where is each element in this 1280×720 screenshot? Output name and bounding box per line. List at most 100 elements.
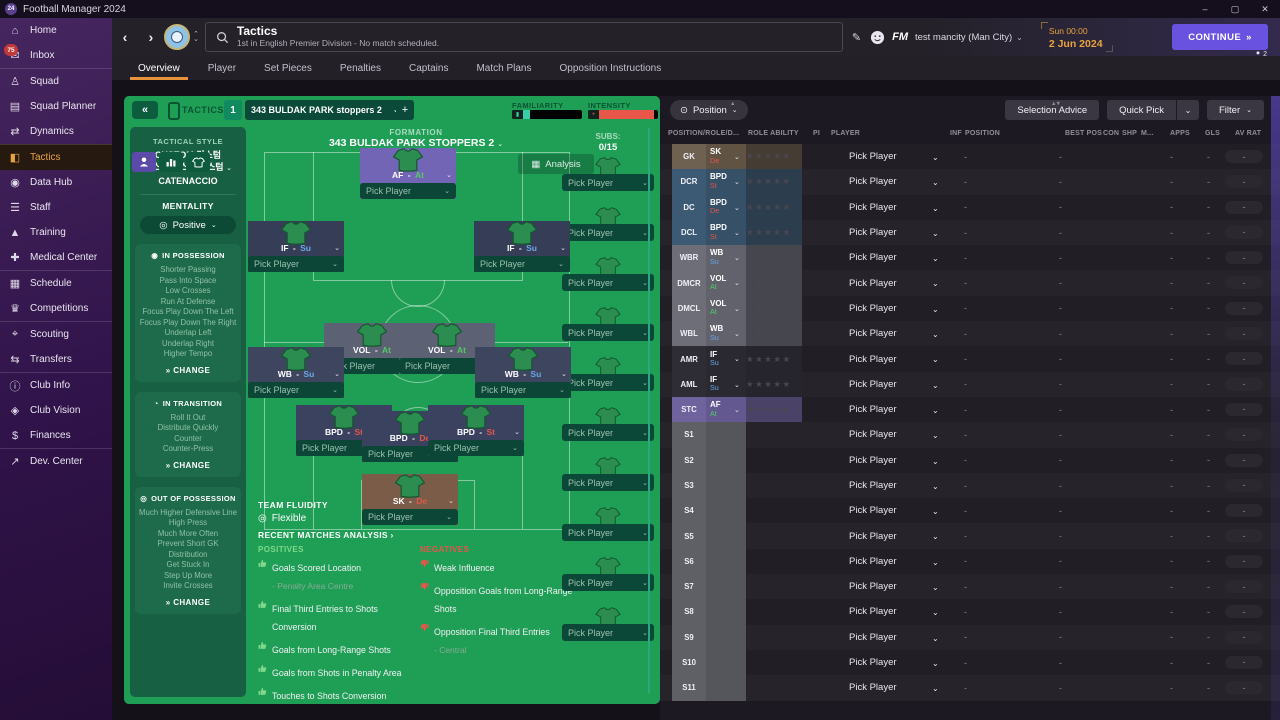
- position-cell[interactable]: DC: [672, 194, 706, 220]
- tactic-name-dropdown[interactable]: 343 BULDAK PARK stoppers 2 ⌄: [245, 100, 405, 120]
- position-cell[interactable]: WBL: [672, 321, 706, 347]
- table-row[interactable]: DCR BPD St ⌄ ★★★★★ Pick Player ⌄ - - - -…: [660, 169, 1280, 195]
- pick-player-dropdown[interactable]: Pick Player ⌄: [428, 440, 524, 456]
- table-row[interactable]: S1 ⌄ ★★★★★ Pick Player ⌄ - - - - -: [660, 422, 1280, 448]
- minimize-button[interactable]: –: [1202, 4, 1208, 14]
- position-cell[interactable]: DCR: [672, 169, 706, 195]
- sidebar-item[interactable]: ♛ Competitions: [0, 296, 112, 321]
- role-cell[interactable]: [706, 447, 746, 473]
- pick-player-dropdown[interactable]: Pick Player ⌄: [562, 324, 654, 341]
- tab[interactable]: Penalties: [326, 56, 395, 80]
- pick-player-dropdown[interactable]: Pick Player: [849, 429, 897, 441]
- table-row[interactable]: S2 ⌄ ★★★★★ Pick Player ⌄ - - - - -: [660, 447, 1280, 473]
- table-row[interactable]: S6 ⌄ ★★★★★ Pick Player ⌄ - - - - -: [660, 548, 1280, 575]
- sidebar-item[interactable]: ◈ Club Vision: [0, 398, 112, 423]
- position-cell[interactable]: DMCR: [672, 270, 706, 296]
- pick-player-dropdown[interactable]: Pick Player: [849, 227, 897, 239]
- column-header[interactable]: BEST POS: [1065, 130, 1102, 137]
- table-row[interactable]: GK SK De ⌄ ★★★★★ Pick Player ⌄ - - - - -: [660, 144, 1280, 170]
- position-cell[interactable]: S4: [672, 498, 706, 524]
- role-dropdown[interactable]: IF Su ⌄: [474, 241, 570, 255]
- table-row[interactable]: DMCL VOL At ⌄ ★★★★★ Pick Player ⌄ - - - …: [660, 295, 1280, 322]
- manager-face-icon[interactable]: [870, 30, 885, 45]
- sidebar-item[interactable]: ⌖ Scouting: [0, 321, 112, 347]
- table-row[interactable]: S8 ⌄ ★★★★★ Pick Player ⌄ - - - - -: [660, 599, 1280, 625]
- stats-view-toggle[interactable]: [159, 152, 183, 172]
- sidebar-item[interactable]: ✉ Inbox 75: [0, 43, 112, 68]
- table-row[interactable]: AML IF Su ⌄ ★★★★★ Pick Player ⌄ - - - - …: [660, 371, 1280, 397]
- role-cell[interactable]: BPD St: [706, 169, 746, 195]
- section-selector[interactable]: Tactics 1st in English Premier Division …: [204, 22, 843, 52]
- pick-player-dropdown[interactable]: Pick Player: [849, 682, 897, 694]
- change-in-possession-button[interactable]: » CHANGE: [166, 366, 211, 375]
- position-cell[interactable]: S6: [672, 548, 706, 575]
- pick-player-dropdown[interactable]: Pick Player: [849, 505, 897, 517]
- pick-player-dropdown[interactable]: Pick Player: [849, 378, 897, 390]
- table-row[interactable]: S11 ⌄ ★★★★★ Pick Player ⌄ - - - - -: [660, 675, 1280, 701]
- pick-player-dropdown[interactable]: Pick Player: [849, 530, 897, 542]
- position-cell[interactable]: STC: [672, 396, 706, 423]
- pick-player-dropdown[interactable]: Pick Player ⌄: [248, 382, 344, 398]
- role-cell[interactable]: AF At: [706, 396, 746, 423]
- role-cell[interactable]: IF Su: [706, 346, 746, 372]
- mentality-dropdown[interactable]: ◎ Positive ⌄: [140, 216, 236, 234]
- column-header[interactable]: CON: [1103, 130, 1120, 137]
- manager-name[interactable]: test mancity (Man City): [914, 31, 1013, 43]
- pick-player-dropdown[interactable]: Pick Player: [849, 252, 897, 264]
- role-cell[interactable]: [706, 649, 746, 676]
- pick-player-dropdown[interactable]: Pick Player: [849, 555, 897, 567]
- role-cell[interactable]: [706, 523, 746, 549]
- column-header[interactable]: POSITION/ROLE/D...: [668, 130, 740, 137]
- role-dropdown[interactable]: IF Su ⌄: [248, 241, 344, 255]
- column-header[interactable]: ROLE ABILITY: [748, 130, 799, 137]
- sidebar-item[interactable]: ⌂ Home: [0, 18, 112, 43]
- table-row[interactable]: AMR IF Su ⌄ ★★★★★ Pick Player ⌄ - - - - …: [660, 346, 1280, 372]
- pick-player-dropdown[interactable]: Pick Player ⌄: [248, 256, 344, 272]
- maximize-button[interactable]: ▢: [1230, 3, 1240, 14]
- column-header[interactable]: PLAYER: [831, 130, 860, 137]
- position-cell[interactable]: S9: [672, 624, 706, 650]
- sidebar-item[interactable]: ◧ Tactics: [0, 144, 112, 170]
- role-cell[interactable]: WB Su: [706, 245, 746, 271]
- sidebar-item[interactable]: ⇆ Transfers: [0, 347, 112, 372]
- role-cell[interactable]: [706, 675, 746, 701]
- club-badge[interactable]: [164, 24, 190, 50]
- edit-pencil-icon[interactable]: ✎: [851, 31, 862, 44]
- continue-button[interactable]: CONTINUE »: [1172, 24, 1268, 50]
- column-header[interactable]: PI: [813, 130, 821, 137]
- pick-player-dropdown[interactable]: Pick Player: [849, 277, 897, 289]
- quick-pick-dropdown[interactable]: ⌄: [1177, 100, 1199, 120]
- recent-matches-analysis-link[interactable]: RECENT MATCHES ANALYSIS ›: [258, 530, 394, 540]
- table-row[interactable]: S9 ⌄ ★★★★★ Pick Player ⌄ - - - - -: [660, 624, 1280, 650]
- column-header[interactable]: GLS: [1205, 130, 1220, 137]
- column-header[interactable]: AV RAT: [1235, 130, 1262, 137]
- role-dropdown[interactable]: BPD St ⌄: [428, 425, 524, 439]
- tactic-slot-badge[interactable]: 1: [224, 100, 242, 120]
- role-cell[interactable]: [706, 624, 746, 650]
- role-cell[interactable]: BPD St: [706, 219, 746, 246]
- sidebar-item[interactable]: ⇄ Dynamics: [0, 119, 112, 144]
- pick-player-dropdown[interactable]: Pick Player: [849, 581, 897, 593]
- sidebar-item[interactable]: $ Finances: [0, 423, 112, 448]
- role-cell[interactable]: WB Su: [706, 321, 746, 347]
- add-tactic-button[interactable]: +: [396, 100, 414, 120]
- tab[interactable]: Opposition Instructions: [546, 56, 676, 80]
- pick-player-dropdown[interactable]: Pick Player: [849, 631, 897, 643]
- close-button[interactable]: ✕: [1261, 3, 1269, 14]
- position-cell[interactable]: S1: [672, 422, 706, 448]
- role-cell[interactable]: [706, 548, 746, 575]
- change-in-transition-button[interactable]: » CHANGE: [166, 461, 211, 470]
- role-dropdown[interactable]: WB Su ⌄: [475, 367, 571, 381]
- position-cell[interactable]: AMR: [672, 346, 706, 372]
- column-header[interactable]: SHP: [1122, 130, 1137, 137]
- change-out-of-possession-button[interactable]: » CHANGE: [166, 598, 211, 607]
- table-row[interactable]: S5 ⌄ ★★★★★ Pick Player ⌄ - - - - -: [660, 523, 1280, 549]
- pick-player-dropdown[interactable]: Pick Player: [849, 302, 897, 314]
- table-row[interactable]: DMCR VOL At ⌄ ★★★★★ Pick Player ⌄ - - - …: [660, 270, 1280, 296]
- pick-player-dropdown[interactable]: Pick Player ⌄: [562, 624, 654, 641]
- sidebar-item[interactable]: ✚ Medical Center: [0, 245, 112, 270]
- role-cell[interactable]: [706, 472, 746, 499]
- table-row[interactable]: S10 ⌄ ★★★★★ Pick Player ⌄ - - - - -: [660, 649, 1280, 676]
- role-cell[interactable]: [706, 422, 746, 448]
- position-cell[interactable]: S2: [672, 447, 706, 473]
